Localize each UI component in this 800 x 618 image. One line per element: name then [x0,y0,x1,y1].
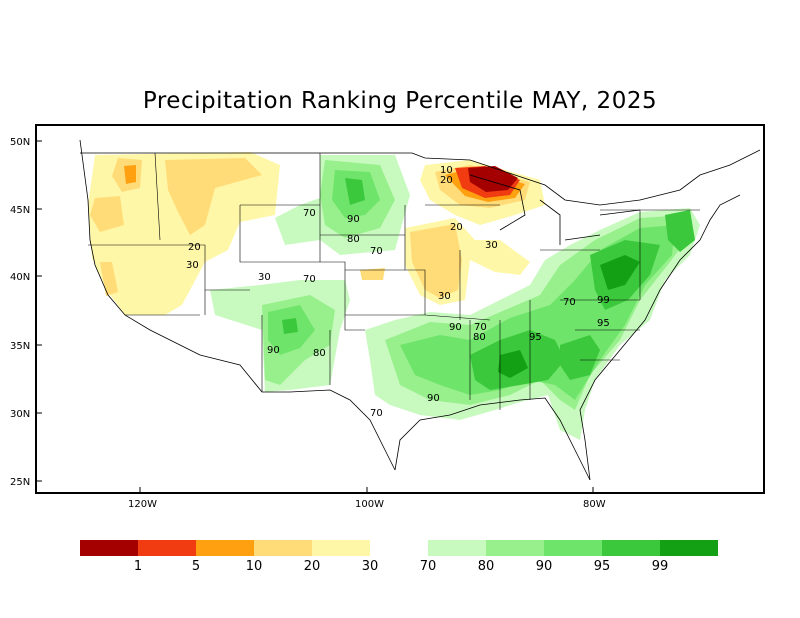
region-newengland-wet-95 [665,210,695,252]
region-carolina-wet-95 [560,335,600,380]
state-lines [88,152,700,410]
region-west-dry-20b [165,158,262,235]
contour-label: 99 [597,295,610,306]
region-gulf-wet-99 [498,350,528,378]
region-midwest-dry-20 [410,224,462,298]
contour-label: 70 [563,297,576,308]
legend-swatch-dry-5 [312,540,370,556]
contour-labels: 10 20 20 30 20 30 30 30 70 70 70 90 80 7… [186,165,610,419]
contour-label: 90 [427,393,440,404]
contour-label: 30 [186,260,199,271]
legend-swatch-dry-3 [196,540,254,556]
canada-border [80,149,761,206]
legend-swatch-wet-3 [544,540,602,556]
legend-swatch-wet-4 [602,540,660,556]
contour-label: 30 [485,240,498,251]
contour-label: 20 [440,175,453,186]
shaded-regions [88,152,700,440]
atlantic-coast [579,194,741,481]
west-coast [79,139,201,356]
contour-label: 95 [529,332,542,343]
region-west-dry-10 [124,165,136,184]
lat-axis: 50N 45N 40N 35N 30N 25N [10,137,42,488]
contour-label: 70 [303,208,316,219]
legend-swatch-dry-1 [80,540,138,556]
contour-label: 70 [370,408,383,419]
region-southwest-wet-95 [282,318,298,334]
lon-label-80w: 80W [583,499,606,510]
legend-tick: 10 [245,559,263,574]
contour-label: 80 [473,332,486,343]
legend-tick: 90 [535,559,553,574]
region-west-dry-20c [90,196,124,232]
legend-swatch-wet-5 [660,540,718,556]
map-frame [35,124,765,494]
legend-swatch-dry-2 [138,540,196,556]
legend-tick: 80 [477,559,495,574]
contour-label: 90 [449,322,462,333]
legend-swatch-wet-1 [428,540,486,556]
lon-axis: 120W 100W 80W [128,487,606,510]
contour-label: 10 [440,165,453,176]
legend-tick: 30 [361,559,379,574]
contour-label: 30 [438,291,451,302]
lat-label-40n: 40N [10,272,30,283]
map-title: Precipitation Ranking Percentile MAY, 20… [142,88,658,114]
legend-swatch-dry-4 [254,540,312,556]
region-appalachia-wet-99 [600,255,640,290]
lat-label-50n: 50N [10,137,30,148]
contour-label: 80 [313,348,326,359]
mexico-border [199,354,396,471]
lat-label-30n: 30N [10,409,30,420]
lat-label-25n: 25N [10,477,30,488]
contour-label: 20 [188,242,201,253]
contour-label: 70 [303,274,316,285]
lat-label-45n: 45N [10,205,30,216]
lat-label-35n: 35N [10,341,30,352]
contour-label: 70 [474,322,487,333]
lon-label-100w: 100W [355,499,384,510]
contour-label: 70 [370,246,383,257]
contour-label: 80 [347,234,360,245]
contour-label: 30 [258,272,271,283]
legend-tick: 95 [593,559,611,574]
boundaries [79,139,761,481]
legend: 1 5 10 20 30 70 80 90 95 99 [80,540,720,580]
legend-tick: 20 [303,559,321,574]
contour-label: 90 [267,345,280,356]
great-lakes [469,174,641,245]
contour-label: 90 [347,214,360,225]
legend-tick: 5 [191,559,201,574]
lon-label-120w: 120W [128,499,157,510]
legend-tick: 99 [651,559,669,574]
contour-label: 95 [597,318,610,329]
legend-tick: 1 [133,559,143,574]
region-west-dry-30 [88,152,280,315]
contour-label: 20 [450,222,463,233]
region-dakota-wet-95 [345,178,365,205]
legend-swatch-wet-2 [486,540,544,556]
legend-tick: 70 [419,559,437,574]
region-nebraska-dry [360,268,385,280]
